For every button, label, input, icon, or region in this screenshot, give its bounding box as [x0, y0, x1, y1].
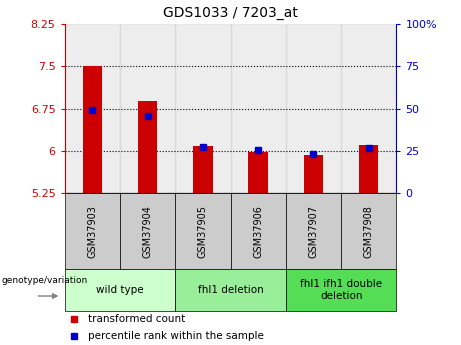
Bar	[65, 269, 175, 310]
Text: GSM37906: GSM37906	[253, 205, 263, 258]
Text: GSM37903: GSM37903	[87, 205, 97, 258]
Bar	[83, 66, 102, 193]
Bar	[230, 193, 286, 269]
Text: wild type: wild type	[96, 285, 144, 295]
Bar	[286, 24, 341, 193]
Bar	[359, 145, 378, 193]
Text: transformed count: transformed count	[88, 314, 185, 324]
Bar	[120, 193, 175, 269]
Bar	[286, 269, 396, 310]
Bar	[248, 151, 268, 193]
Bar	[341, 24, 396, 193]
Bar	[175, 269, 286, 310]
Bar	[65, 24, 120, 193]
Bar	[286, 193, 341, 269]
Text: fhl1 ifh1 double
deletion: fhl1 ifh1 double deletion	[300, 279, 382, 300]
Bar	[230, 24, 286, 193]
Bar	[120, 24, 175, 193]
Bar	[65, 193, 120, 269]
Bar	[304, 156, 323, 193]
Title: GDS1033 / 7203_at: GDS1033 / 7203_at	[163, 6, 298, 20]
Text: GSM37905: GSM37905	[198, 205, 208, 258]
Text: GSM37904: GSM37904	[142, 205, 153, 258]
Bar	[175, 193, 230, 269]
Bar	[138, 101, 157, 193]
Bar	[341, 193, 396, 269]
Text: GSM37908: GSM37908	[364, 205, 374, 258]
Text: genotype/variation: genotype/variation	[1, 276, 88, 285]
Text: fhl1 deletion: fhl1 deletion	[198, 285, 263, 295]
Text: GSM37907: GSM37907	[308, 205, 319, 258]
Bar	[193, 146, 213, 193]
Text: percentile rank within the sample: percentile rank within the sample	[88, 332, 264, 341]
Bar	[175, 24, 230, 193]
